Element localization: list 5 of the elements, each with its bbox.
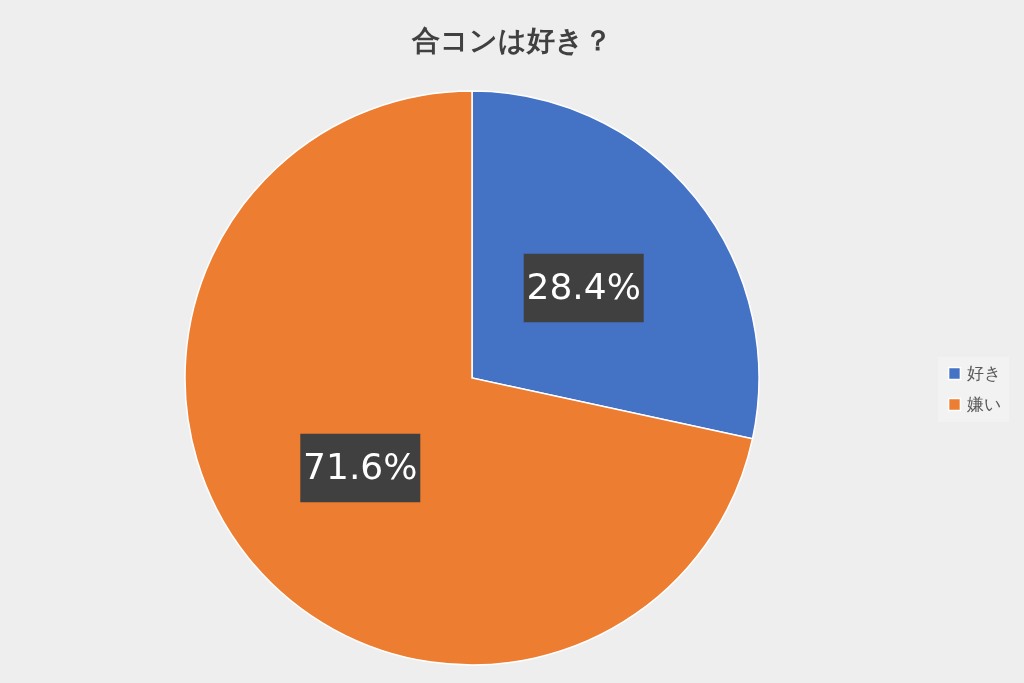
legend-label: 嫌い [967,393,1001,414]
chart-title: 合コンは好き？ [411,24,612,57]
data-label: 28.4% [526,265,641,307]
legend-label: 好き [967,362,1001,383]
data-label: 71.6% [303,446,418,488]
